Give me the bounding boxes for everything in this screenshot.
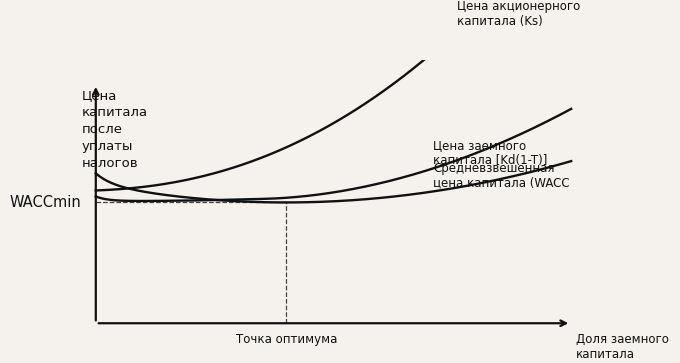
Text: Средневзвешенная
цена капитала (WACC: Средневзвешенная цена капитала (WACC [433,162,570,190]
Text: Цена
капитала
после
уплаты
налогов: Цена капитала после уплаты налогов [82,89,148,170]
Text: Цена акционерного
капитала (Ks): Цена акционерного капитала (Ks) [457,0,580,28]
Text: Цена заемного
капитала [Kd(1-T)]: Цена заемного капитала [Kd(1-T)] [433,139,547,167]
Text: Точка оптимума: Точка оптимума [236,333,337,346]
Text: Доля заемного
капитала: Доля заемного капитала [576,333,669,361]
Text: WACCmin: WACCmin [10,195,82,210]
